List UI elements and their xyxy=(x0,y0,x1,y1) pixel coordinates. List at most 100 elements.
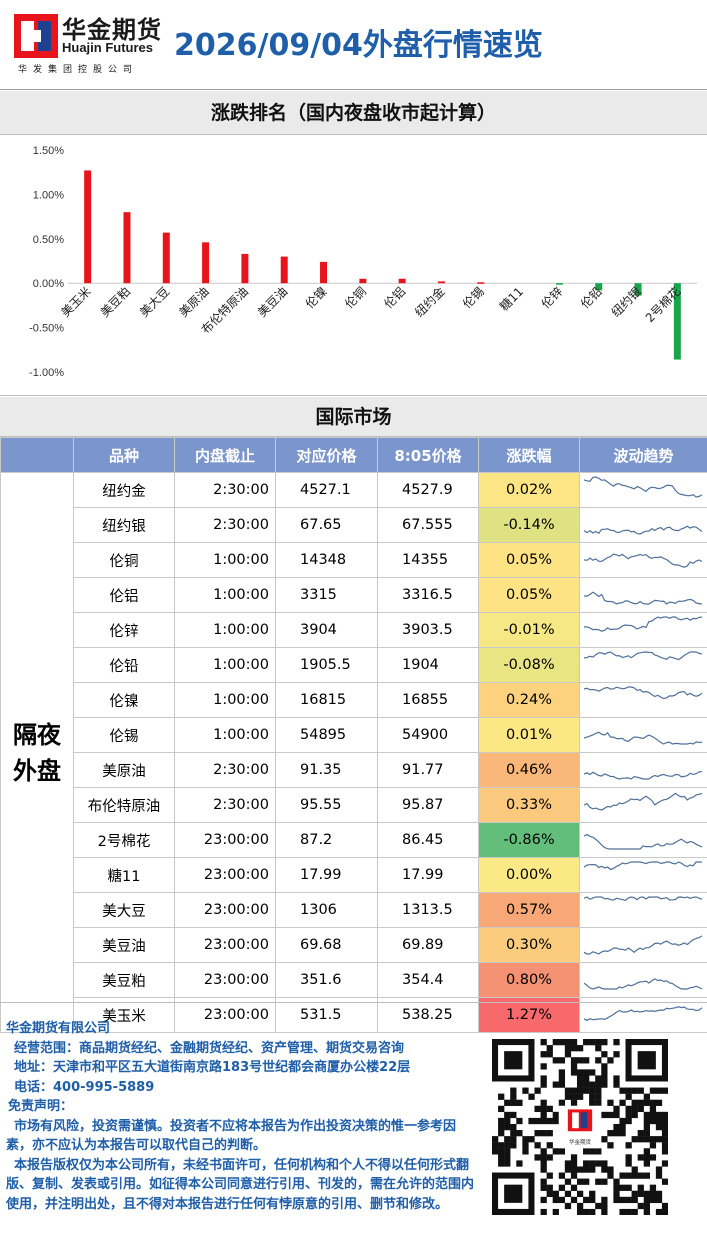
change-ranking-chart: 1.50% 1.00% 0.50% 0.00% -0.50% -1.00% 美玉米 美豆粕 美大… xyxy=(0,136,707,396)
group-label-line1: 隔夜 xyxy=(13,720,61,749)
sparkline-line xyxy=(583,476,703,498)
bar-2号棉花 xyxy=(673,283,681,360)
sparkline-line xyxy=(583,731,703,745)
row-trend-sparkline xyxy=(579,822,707,858)
row-change: 0.46% xyxy=(478,752,580,788)
footer-text: 华金期货有限公司 经营范围：商品期货经纪、金融期货经纪、资产管理、期货交易咨询 … xyxy=(6,1019,476,1214)
row-name: 美豆油 xyxy=(73,927,175,963)
row-cutoff: 23:00:00 xyxy=(174,962,276,998)
sparkline-line xyxy=(583,833,703,850)
bar-美豆油 xyxy=(280,256,288,284)
y-tick-label: 1.50% xyxy=(33,145,64,157)
company-name: 华金期货有限公司 xyxy=(6,1021,111,1036)
row-cutoff: 1:00:00 xyxy=(174,612,276,648)
row-name: 伦铝 xyxy=(73,577,175,613)
x-tick-label: 伦锡 xyxy=(459,284,487,312)
row-price-805: 86.45 xyxy=(377,822,479,858)
row-ref-price: 3315 xyxy=(275,577,378,613)
row-trend-sparkline xyxy=(579,892,707,928)
row-name: 美玉米 xyxy=(73,997,175,1033)
table-row: 伦铜 1:00:00 14348 14355 0.05% xyxy=(1,542,707,578)
row-name: 伦镍 xyxy=(73,682,175,718)
table-row: 2号棉花 23:00:00 87.2 86.45 -0.86% xyxy=(1,822,707,858)
row-cutoff: 23:00:00 xyxy=(174,857,276,893)
row-price-805: 538.25 xyxy=(377,997,479,1033)
bar-伦铝 xyxy=(398,278,406,284)
table-row: 美大豆 23:00:00 1306 1313.5 0.57% xyxy=(1,892,707,928)
row-change: 0.24% xyxy=(478,682,580,718)
group-label-line2: 外盘 xyxy=(13,756,61,785)
row-cutoff: 2:30:00 xyxy=(174,787,276,823)
header-ref-price: 对应价格 xyxy=(275,437,378,473)
sparkline-line xyxy=(583,525,703,535)
bar-伦锌 xyxy=(555,283,563,285)
row-price-805: 3316.5 xyxy=(377,577,479,613)
x-tick-label: 美大豆 xyxy=(137,284,172,319)
table-row: 美豆粕 23:00:00 351.6 354.4 0.80% xyxy=(1,962,707,998)
table-row: 隔夜 外盘 纽约金 2:30:00 4527.1 4527.9 0.02% xyxy=(0,472,707,1033)
header-name: 品种 xyxy=(73,437,175,473)
bar-纽约金 xyxy=(437,281,445,284)
bar-伦铅 xyxy=(595,283,603,291)
row-ref-price: 351.6 xyxy=(275,962,378,998)
sparkline-line xyxy=(583,792,703,811)
sparkline-icon xyxy=(583,861,703,871)
bar-美大豆 xyxy=(162,232,170,284)
overnight-group-label: 隔夜 外盘 xyxy=(0,472,74,1033)
x-tick-label: 伦铜 xyxy=(341,284,369,312)
table-row: 伦锌 1:00:00 3904 3903.5 -0.01% xyxy=(1,612,707,648)
bar-伦镍 xyxy=(320,261,328,284)
row-trend-sparkline xyxy=(579,997,707,1033)
row-change: 0.02% xyxy=(478,472,580,508)
bar-美原油 xyxy=(202,242,210,284)
y-tick-label: -1.00% xyxy=(29,367,64,379)
row-ref-price: 4527.1 xyxy=(275,472,378,508)
x-tick-label: 伦镍 xyxy=(302,284,330,312)
bar-美玉米 xyxy=(84,170,92,284)
row-trend-sparkline xyxy=(579,962,707,998)
row-name: 纽约金 xyxy=(73,472,175,508)
row-cutoff: 23:00:00 xyxy=(174,822,276,858)
sparkline-line xyxy=(583,1006,703,1022)
company-address: 地址：天津市和平区五大道街南京路183号世纪都会商厦办公楼22层 xyxy=(14,1060,411,1075)
sparkline-line xyxy=(583,616,703,632)
row-ref-price: 3904 xyxy=(275,612,378,648)
row-price-805: 14355 xyxy=(377,542,479,578)
row-name: 美豆粕 xyxy=(73,962,175,998)
y-tick-label: 1.00% xyxy=(33,189,64,201)
row-cutoff: 1:00:00 xyxy=(174,682,276,718)
sparkline-icon xyxy=(583,553,703,568)
y-tick-label: 0.00% xyxy=(33,278,64,290)
row-change: -0.14% xyxy=(478,507,580,543)
footer: 华金期货有限公司 经营范围：商品期货经纪、金融期货经纪、资产管理、期货交易咨询 … xyxy=(0,1002,707,1259)
row-change: 0.33% xyxy=(478,787,580,823)
rank-section-title: 涨跌排名（国内夜盘收市起计算） xyxy=(0,91,707,135)
row-name: 美原油 xyxy=(73,752,175,788)
row-price-805: 3903.5 xyxy=(377,612,479,648)
x-tick-label: 伦铝 xyxy=(381,284,409,312)
row-ref-price: 1905.5 xyxy=(275,647,378,683)
disclaimer-paragraph-1: 市场有风险，投资需谨慎。投资者不应将本报告为作出投资决策的惟一参考因素，亦不应认… xyxy=(6,1118,457,1154)
table-row: 布伦特原油 2:30:00 95.55 95.87 0.33% xyxy=(1,787,707,823)
header-trend: 波动趋势 xyxy=(579,437,707,473)
sparkline-icon xyxy=(583,731,703,745)
row-cutoff: 1:00:00 xyxy=(174,717,276,753)
row-name: 伦铅 xyxy=(73,647,175,683)
row-ref-price: 17.99 xyxy=(275,857,378,893)
table-row: 美玉米 23:00:00 531.5 538.25 1.27% xyxy=(1,997,707,1033)
row-price-805: 67.555 xyxy=(377,507,479,543)
header-price-805: 8:05价格 xyxy=(377,437,479,473)
header-group xyxy=(0,437,74,473)
row-cutoff: 1:00:00 xyxy=(174,577,276,613)
bar-伦铜 xyxy=(359,278,367,284)
row-trend-sparkline xyxy=(579,577,707,613)
row-trend-sparkline xyxy=(579,752,707,788)
row-name: 美大豆 xyxy=(73,892,175,928)
x-tick-label: 伦锌 xyxy=(538,284,566,312)
row-ref-price: 14348 xyxy=(275,542,378,578)
row-trend-sparkline xyxy=(579,682,707,718)
row-cutoff: 2:30:00 xyxy=(174,752,276,788)
sparkline-icon xyxy=(583,591,703,605)
table-row: 伦镍 1:00:00 16815 16855 0.24% xyxy=(1,682,707,718)
table-row: 伦铅 1:00:00 1905.5 1904 -0.08% xyxy=(1,647,707,683)
